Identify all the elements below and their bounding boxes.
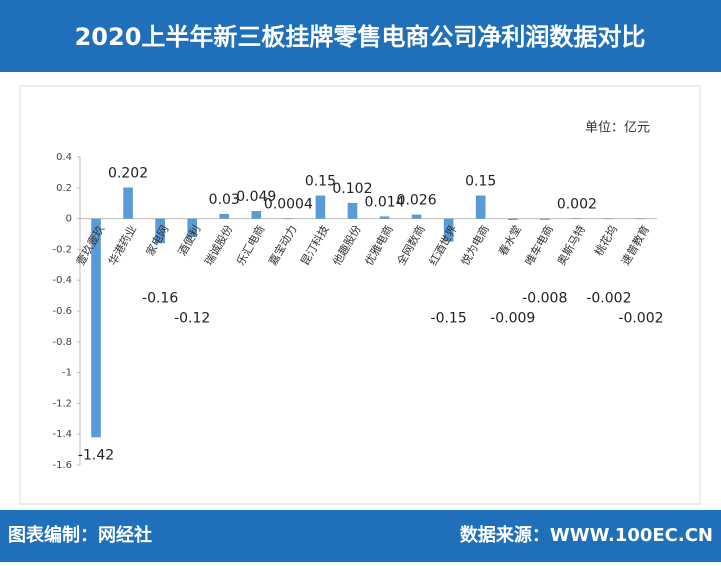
- y-tick-label: -0.8: [52, 337, 72, 348]
- bar: [411, 214, 422, 219]
- data-label: 0.15: [465, 174, 496, 190]
- data-label: -0.002: [618, 311, 663, 327]
- y-tick-label: -1.4: [52, 429, 72, 440]
- y-tick-label: 0.2: [56, 183, 72, 194]
- data-label: -1.42: [78, 447, 114, 463]
- bar: [187, 218, 198, 238]
- footer-band: [0, 510, 721, 562]
- bar: [636, 218, 646, 220]
- bar: [123, 187, 133, 219]
- bar: [283, 218, 294, 220]
- bar: [219, 213, 230, 219]
- data-label: 0.002: [557, 196, 597, 212]
- bar: [379, 216, 390, 219]
- bar: [539, 218, 550, 220]
- y-tick-label: 0.4: [56, 152, 72, 163]
- bar: [475, 195, 486, 219]
- bar: [604, 218, 614, 220]
- data-label: -0.12: [174, 311, 210, 327]
- bar: [507, 218, 518, 220]
- data-label: 0.03: [209, 192, 240, 208]
- footer-right: 数据来源：WWW.100EC.CN: [460, 524, 713, 546]
- bar: [443, 218, 454, 242]
- data-label: -0.16: [142, 291, 178, 307]
- title: 2020上半年新三板挂牌零售电商公司净利润数据对比: [75, 23, 646, 51]
- header-band: [0, 0, 721, 72]
- bar: [155, 218, 165, 244]
- data-label: 0.026: [397, 193, 437, 209]
- data-label: -0.002: [586, 291, 631, 307]
- data-label: 0.0004: [264, 197, 313, 213]
- bar: [347, 202, 358, 219]
- bar: [91, 218, 101, 438]
- data-label: -0.009: [490, 311, 535, 327]
- y-tick-label: -1.6: [52, 460, 72, 471]
- data-label: -0.15: [431, 311, 467, 327]
- bar: [251, 211, 262, 219]
- y-tick-label: -0.2: [52, 244, 72, 255]
- footer-left: 图表编制：网经社: [8, 524, 152, 546]
- unit-label: 单位：亿元: [585, 121, 650, 136]
- y-tick-label: -1: [62, 368, 72, 379]
- bar: [572, 218, 582, 219]
- y-tick-label: -0.6: [52, 306, 72, 317]
- data-label: 0.049: [236, 189, 276, 205]
- bar: [315, 195, 326, 219]
- data-label: 0.102: [332, 181, 372, 197]
- chart-frame: [19, 85, 701, 505]
- y-tick-label: -0.4: [52, 275, 72, 286]
- y-tick-label: 0: [66, 214, 72, 225]
- data-label: 0.014: [364, 194, 404, 210]
- data-label: 0.15: [305, 174, 336, 190]
- data-label: -0.008: [522, 291, 567, 307]
- data-label: 0.202: [108, 165, 148, 181]
- y-tick-label: -1.2: [52, 398, 72, 409]
